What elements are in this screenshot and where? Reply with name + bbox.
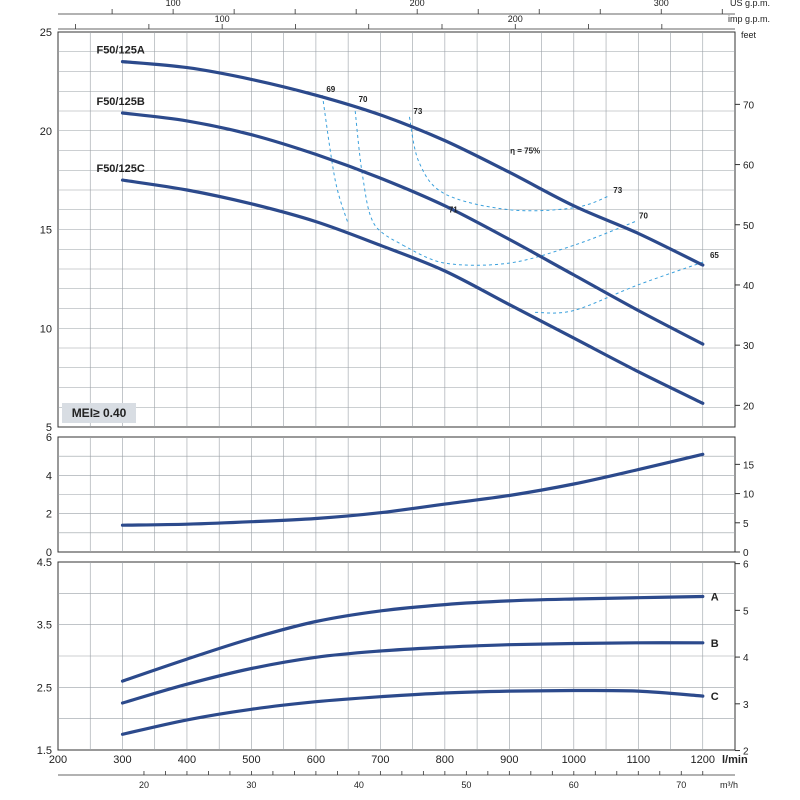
x-tick-label-lmin: 500 (242, 754, 260, 766)
y-tick-label-right: 3 (743, 700, 749, 711)
y-tick-label-left: 15 (40, 225, 52, 237)
x-tick-label-lmin: 900 (500, 754, 518, 766)
y-tick-label-left: 2.5 (37, 682, 52, 694)
x-tick-label-lmin: 700 (371, 754, 389, 766)
y-tick-label-right: 2 (743, 747, 749, 758)
efficiency-isoline (321, 95, 349, 224)
text-layer: 510152025203040506070feet02460510151.52.… (37, 0, 770, 790)
efficiency-label: 70 (639, 212, 648, 221)
efficiency-isolines (321, 95, 707, 314)
efficiency-label: 73 (613, 186, 622, 195)
efficiency-isoline (354, 105, 404, 246)
y-tick-label-left: 0 (46, 547, 52, 559)
x-tick-label-lmin: 400 (178, 754, 196, 766)
y-tick-label-left: 2 (46, 509, 52, 521)
y-tick-label-right: 10 (743, 490, 755, 501)
y-tick-label-right: 20 (743, 401, 755, 412)
efficiency-isoline (402, 221, 636, 266)
efficiency-label: 73 (413, 107, 422, 116)
x-tick-label-lmin: 800 (436, 754, 454, 766)
y-tick-label-right: 6 (743, 560, 749, 571)
efficiency-label: 69 (326, 85, 335, 94)
top-axis-tick-imp: 100 (215, 14, 230, 24)
top-axis-tick-us: 200 (410, 0, 425, 8)
efficiency-isoline (408, 116, 610, 212)
series-label-f50-125a: F50/125A (96, 45, 144, 57)
y-tick-label-left: 6 (46, 432, 52, 444)
x-tick-label-m3h: 60 (569, 780, 579, 790)
x-tick-label-lmin: 1100 (626, 754, 650, 766)
efficiency-label: 71 (449, 206, 458, 215)
series-curve-f50-125b (120, 111, 705, 346)
mei-badge: MEI≥ 0.40 (72, 406, 127, 420)
y-tick-label-left: 25 (40, 27, 52, 39)
series-curve-f50-125c (120, 178, 705, 405)
x-tick-label-lmin: 1200 (691, 754, 715, 766)
top-axis-tick-us: 100 (166, 0, 181, 8)
y-tick-label-right: 30 (743, 341, 755, 352)
mei-badge-background (62, 403, 136, 423)
series-label-a: A (711, 591, 719, 603)
series-curve-b (120, 641, 705, 705)
y-tick-label-right: 50 (743, 221, 755, 232)
right-axis-unit: feet (741, 30, 757, 40)
y-tick-label-left: 4.5 (37, 557, 52, 569)
series-curve-f50-125a (120, 60, 705, 267)
y-tick-label-right: 0 (743, 548, 749, 559)
x-tick-label-lmin: 600 (307, 754, 325, 766)
x-tick-label-m3h: 70 (676, 780, 686, 790)
y-tick-label-right: 5 (743, 606, 749, 617)
top-axis-tick-imp: 200 (508, 14, 523, 24)
x-tick-label-lmin: 300 (113, 754, 131, 766)
y-tick-label-left: 5 (46, 422, 52, 434)
x-tick-label-lmin: 1000 (562, 754, 586, 766)
top-axis-unit-imp: imp g.p.m. (728, 14, 770, 24)
y-tick-label-left: 4 (46, 470, 52, 482)
series-label-c: C (711, 691, 719, 703)
top-axis-unit-us: US g.p.m. (730, 0, 770, 8)
efficiency-label: 70 (359, 95, 368, 104)
series-curve-npsh (120, 452, 705, 527)
y-tick-label-left: 20 (40, 126, 52, 138)
y-tick-label-right: 40 (743, 281, 755, 292)
x-tick-label-m3h: 30 (246, 780, 256, 790)
series-curve-a (120, 594, 705, 683)
series-label-f50-125c: F50/125C (96, 163, 144, 175)
y-tick-label-right: 5 (743, 519, 749, 530)
x-tick-label-m3h: 20 (139, 780, 149, 790)
y-tick-label-right: 70 (743, 100, 755, 111)
y-tick-label-right: 15 (743, 460, 755, 471)
grid-layer (57, 9, 740, 776)
series-label-f50-125b: F50/125B (96, 96, 144, 108)
x-axis-unit-lmin: l/min (722, 754, 748, 766)
top-axis-tick-us: 300 (654, 0, 669, 8)
y-tick-label-right: 60 (743, 161, 755, 172)
efficiency-label: η = 75% (510, 146, 540, 155)
y-tick-label-left: 1.5 (37, 745, 52, 757)
series-label-b: B (711, 638, 719, 650)
x-axis-unit-m3h: m³/h (720, 780, 738, 790)
efficiency-label: 65 (710, 251, 719, 260)
curve-layer (120, 60, 705, 736)
y-tick-label-left: 3.5 (37, 620, 52, 632)
x-tick-label-m3h: 40 (354, 780, 364, 790)
y-tick-label-right: 4 (743, 653, 749, 664)
series-curve-c (120, 688, 705, 736)
y-tick-label-left: 10 (40, 323, 52, 335)
x-tick-label-lmin: 200 (49, 754, 67, 766)
x-tick-label-m3h: 50 (461, 780, 471, 790)
